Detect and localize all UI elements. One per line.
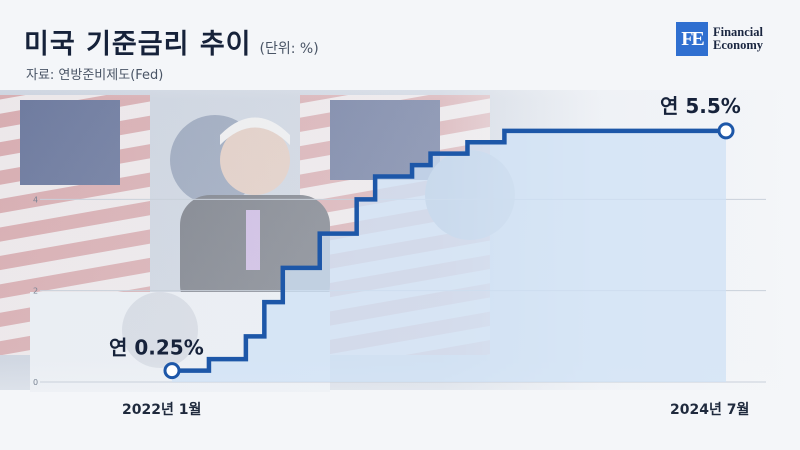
- x-tick-label: 2022년 1월: [122, 401, 201, 418]
- y-tick-label: 2: [33, 287, 38, 296]
- logo-icon: FE: [676, 22, 708, 56]
- y-tick-label: 0: [33, 378, 38, 387]
- y-tick-label: 4: [33, 195, 38, 204]
- endpoint-marker: [717, 122, 735, 140]
- data-label: 연 5.5%: [660, 94, 741, 118]
- rate-step-line: [172, 128, 726, 373]
- unit-label: (단위: %): [259, 41, 319, 57]
- data-label: 연 0.25%: [109, 336, 204, 360]
- area-fill: [172, 130, 726, 382]
- chart-header: 미국 기준금리 추이 (단위: %): [24, 22, 319, 61]
- brand-logo: FE Financial Economy: [676, 22, 763, 56]
- chart-title: 미국 기준금리 추이: [24, 29, 252, 60]
- endpoint-marker: [163, 362, 181, 380]
- logo-line-1: Financial: [713, 25, 764, 39]
- logo-text: Financial Economy: [713, 26, 763, 52]
- logo-line-2: Economy: [713, 38, 763, 52]
- source-label: 자료: 연방준비제도(Fed): [26, 68, 164, 83]
- x-tick-label: 2024년 7월: [670, 401, 749, 418]
